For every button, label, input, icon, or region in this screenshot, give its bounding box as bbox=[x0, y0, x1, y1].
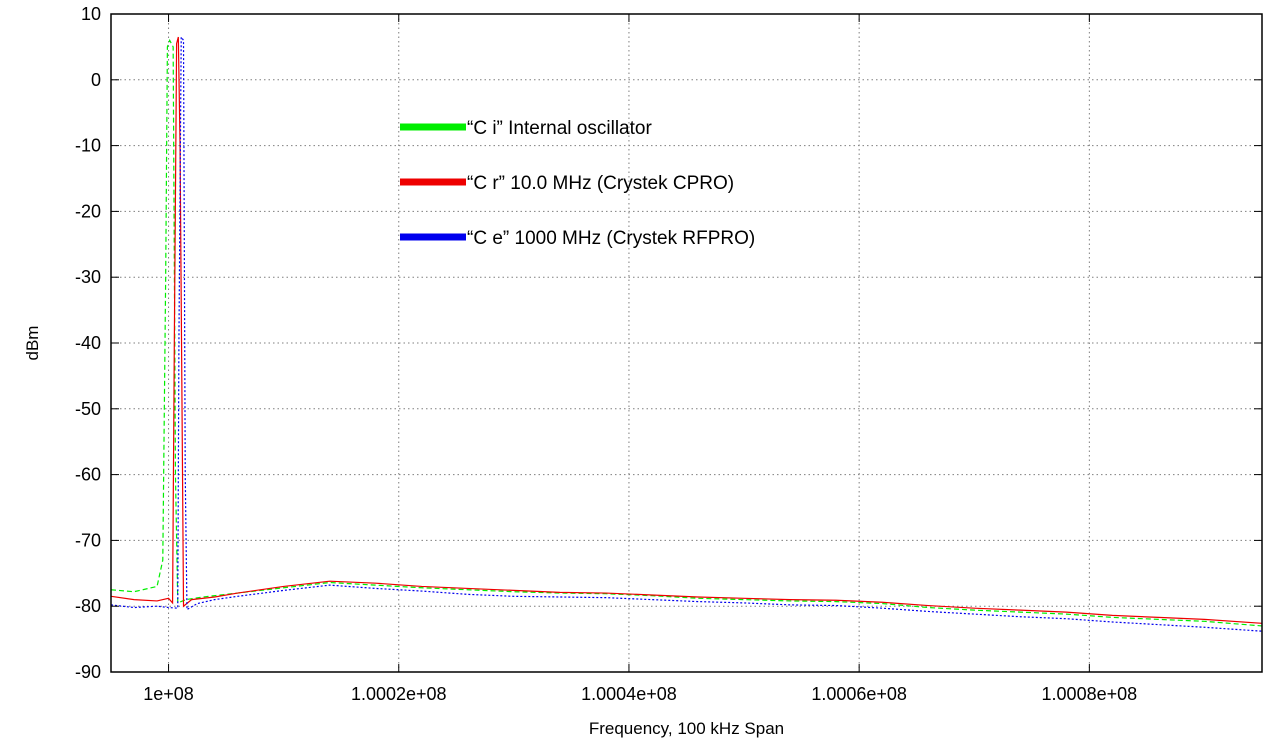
x-tick-label: 1.0004e+08 bbox=[581, 684, 677, 704]
tick-marks bbox=[111, 13, 1262, 673]
series-line-2 bbox=[111, 35, 1262, 632]
y-tick-label: -20 bbox=[75, 201, 101, 221]
y-tick-label: 0 bbox=[91, 70, 101, 90]
x-axis-label: Frequency, 100 kHz Span bbox=[589, 719, 784, 738]
y-tick-label: -50 bbox=[75, 399, 101, 419]
series-line-0 bbox=[111, 38, 1262, 627]
legend: “C i” Internal oscillator “C r” 10.0 MHz … bbox=[400, 118, 755, 249]
series-line-1 bbox=[111, 36, 1262, 624]
y-axis-label: dBm bbox=[23, 326, 42, 361]
x-tick-label: 1.0002e+08 bbox=[351, 684, 447, 704]
legend-label: “C r” 10.0 MHz (Crystek CPRO) bbox=[467, 173, 734, 194]
y-tick-labels: 10 0 -10 -20 -30 -40 -50 -60 -70 -80 -90 bbox=[75, 4, 101, 682]
x-tick-label: 1e+08 bbox=[143, 684, 194, 704]
series-lines bbox=[111, 35, 1262, 632]
x-tick-label: 1.0008e+08 bbox=[1042, 684, 1138, 704]
x-tick-labels: 1e+08 1.0002e+08 1.0004e+08 1.0006e+08 1.000… bbox=[143, 684, 1137, 704]
y-tick-label: 10 bbox=[81, 4, 101, 24]
x-tick-label: 1.0006e+08 bbox=[811, 684, 907, 704]
grid bbox=[111, 14, 1262, 672]
y-tick-label: -40 bbox=[75, 333, 101, 353]
y-tick-label: -80 bbox=[75, 596, 101, 616]
y-tick-label: -90 bbox=[75, 662, 101, 682]
y-tick-label: -10 bbox=[75, 136, 101, 156]
y-tick-label: -30 bbox=[75, 267, 101, 287]
legend-label: “C i” Internal oscillator bbox=[467, 118, 652, 139]
y-tick-label: -70 bbox=[75, 530, 101, 550]
legend-label: “C e” 1000 MHz (Crystek RFPRO) bbox=[467, 228, 755, 249]
y-tick-label: -60 bbox=[75, 465, 101, 485]
